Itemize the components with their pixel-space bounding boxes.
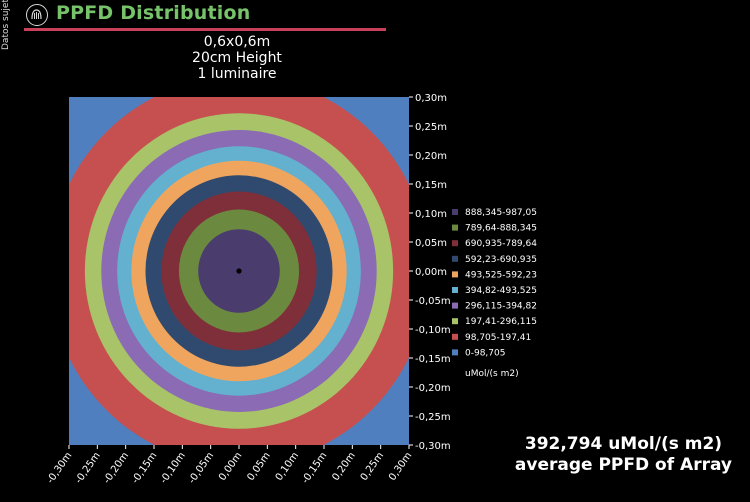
brand-logo-icon (26, 4, 48, 26)
legend-label: 394,82-493,525 (465, 286, 537, 296)
legend-swatch (452, 271, 458, 278)
chart-subtitle: 0,6x0,6m 20cm Height 1 luminaire (137, 34, 337, 82)
legend-swatch (452, 349, 458, 356)
y-tick-label: -0,05m (415, 296, 451, 307)
x-tick-label: -0,15m (130, 450, 159, 485)
y-tick-label: -0,15m (415, 354, 451, 365)
x-tick-label: 0,10m (274, 450, 301, 483)
legend-label: 592,23-690,935 (465, 255, 537, 265)
y-tick-label: -0,10m (415, 325, 451, 336)
x-tick-label: 0,00m (217, 450, 244, 483)
y-tick-label: 0,05m (415, 238, 447, 249)
x-tick-label: -0,25m (73, 450, 102, 485)
legend-swatch (452, 302, 458, 309)
y-tick-label: -0,20m (415, 383, 451, 394)
subtitle-line-height: 20cm Height (192, 50, 282, 66)
legend-swatch (452, 333, 458, 340)
page-title: PPFD Distribution (56, 2, 251, 24)
y-tick-label: 0,10m (415, 209, 447, 220)
y-tick-label: 0,30m (415, 93, 447, 104)
x-tick-label: 0,30m (387, 450, 414, 483)
x-tick-label: 0,25m (359, 450, 386, 483)
legend-label: 296,115-394,82 (465, 302, 537, 312)
average-ppfd-label: average PPFD of Array (514, 455, 732, 475)
x-tick-label: -0,05m (187, 450, 216, 485)
y-tick-label: 0,15m (415, 180, 447, 191)
average-summary: 392,794 uMol/(s m2) average PPFD of Arra… (515, 434, 732, 476)
y-tick-label: 0,25m (415, 122, 447, 133)
title-underline (24, 28, 386, 31)
x-tick-label: 0,05m (245, 450, 272, 483)
y-tick-label: 0,20m (415, 151, 447, 162)
y-tick-label: 0,00m (415, 267, 447, 278)
center-marker (236, 268, 242, 274)
y-tick-label: -0,30m (415, 441, 451, 452)
legend-label: 690,935-789,64 (465, 239, 537, 249)
legend-swatch (452, 240, 458, 247)
legend-swatch (452, 224, 458, 231)
legend-swatch (452, 287, 458, 293)
x-tick-label: -0,10m (158, 450, 187, 485)
subtitle-line-size: 0,6x0,6m (203, 34, 271, 50)
x-tick-label: 0,20m (330, 450, 357, 483)
legend-label: 197,41-296,115 (465, 317, 537, 327)
y-tick-label: -0,25m (415, 412, 451, 423)
x-tick-label: -0,15m (300, 450, 329, 485)
average-ppfd-value: 392,794 uMol/(s m2) (524, 434, 723, 454)
legend-swatch (452, 209, 458, 215)
legend-swatch (452, 318, 458, 325)
legend-label: 98,705-197,41 (465, 333, 531, 343)
x-tick-label: -0,30m (45, 450, 74, 485)
legend-label: 789,64-888,345 (465, 224, 537, 234)
legend-label: 0-98,705 (465, 348, 505, 358)
legend-swatch (452, 255, 458, 262)
legend-unit-label: uMol/(s m2) (465, 369, 519, 379)
legend-label: 493,525-592,23 (465, 270, 537, 280)
subtitle-line-luminaires: 1 luminaire (197, 66, 277, 82)
x-tick-label: -0,20m (102, 450, 131, 485)
legend-label: 888,345-987,05 (465, 208, 537, 218)
